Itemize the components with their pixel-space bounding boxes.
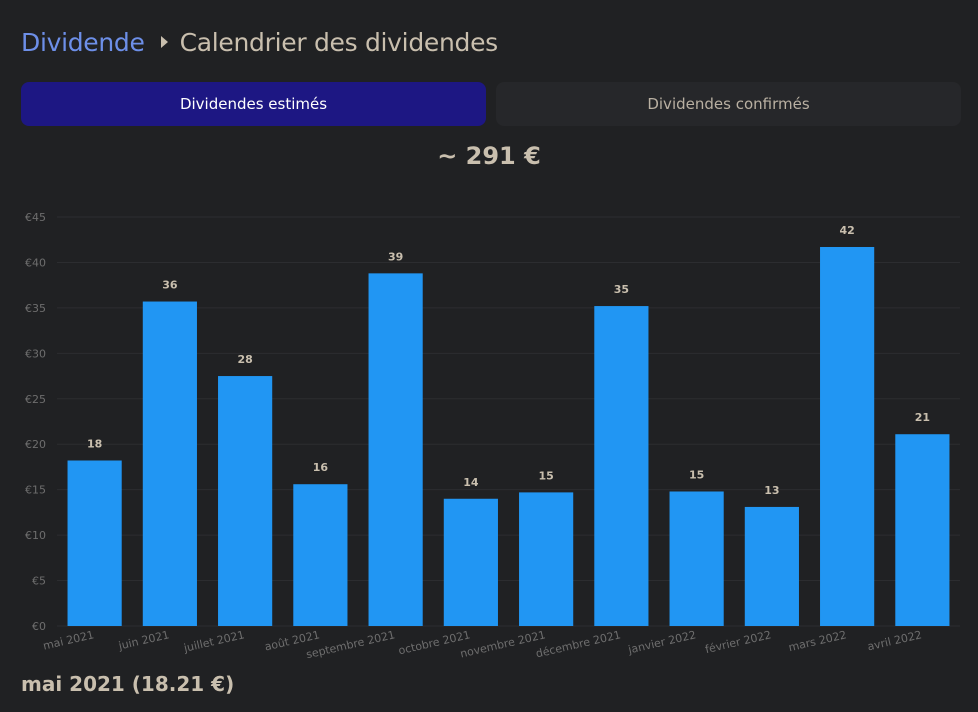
x-tick-label: novembre 2021	[459, 628, 547, 660]
bar[interactable]	[218, 376, 273, 626]
tab-confirmed-dividends[interactable]: Dividendes confirmés	[496, 82, 961, 126]
bar-value-label: 15	[689, 468, 704, 481]
dividend-tabs: Dividendes estimés Dividendes confirmés	[21, 82, 961, 126]
bar-value-label: 16	[313, 461, 329, 474]
x-tick-label: juillet 2021	[182, 628, 246, 655]
bar[interactable]	[293, 484, 348, 626]
bar[interactable]	[368, 273, 423, 626]
bar-value-label: 28	[237, 353, 252, 366]
y-tick-label: €15	[25, 484, 46, 497]
x-tick-label: avril 2022	[866, 628, 923, 653]
x-tick-label: février 2022	[704, 628, 773, 656]
bar[interactable]	[443, 498, 498, 626]
bar[interactable]	[67, 460, 122, 626]
y-tick-label: €45	[25, 211, 46, 224]
selected-month-summary: mai 2021 (18.21 €)	[21, 672, 235, 696]
bar-value-label: 42	[839, 224, 854, 237]
x-tick-label: décembre 2021	[535, 628, 623, 660]
bar-value-label: 36	[162, 279, 178, 292]
total-amount: ~ 291 €	[437, 142, 541, 170]
y-tick-label: €40	[25, 256, 46, 269]
bar-value-label: 35	[614, 283, 629, 296]
breadcrumb: Dividende Calendrier des dividendes	[21, 26, 498, 58]
chevron-right-icon	[160, 36, 168, 48]
y-tick-label: €10	[25, 529, 46, 542]
bar[interactable]	[669, 491, 724, 626]
page-title: Calendrier des dividendes	[179, 27, 499, 57]
bar-value-label: 14	[463, 476, 479, 489]
bar-value-label: 15	[538, 469, 553, 482]
bar[interactable]	[594, 306, 649, 626]
y-tick-label: €30	[25, 347, 46, 360]
bar[interactable]	[744, 506, 799, 626]
x-tick-label: mars 2022	[787, 628, 848, 654]
bar-value-label: 39	[388, 250, 403, 263]
y-tick-label: €5	[32, 575, 46, 588]
bar[interactable]	[142, 301, 197, 626]
dividend-bar-chart: €0 €5 €10 €15 €20 €25 €30 €35 €40 €45 18 mai 2021 36…	[25, 211, 960, 661]
x-tick-label: janvier 2022	[626, 628, 697, 656]
bar[interactable]	[820, 246, 875, 626]
bar-value-label: 21	[915, 411, 930, 424]
breadcrumb-dividende-link[interactable]: Dividende	[21, 27, 145, 57]
x-tick-label: mai 2021	[42, 628, 96, 652]
bar[interactable]	[895, 434, 950, 626]
y-tick-label: €20	[25, 438, 46, 451]
bar[interactable]	[519, 492, 574, 626]
tab-estimated-dividends[interactable]: Dividendes estimés	[21, 82, 486, 126]
y-tick-label: €35	[25, 302, 46, 315]
bar-value-label: 18	[87, 437, 102, 450]
y-tick-label: €0	[32, 620, 46, 633]
x-tick-label: juin 2021	[116, 628, 170, 652]
bar-value-label: 13	[764, 484, 779, 497]
y-tick-label: €25	[25, 393, 46, 406]
